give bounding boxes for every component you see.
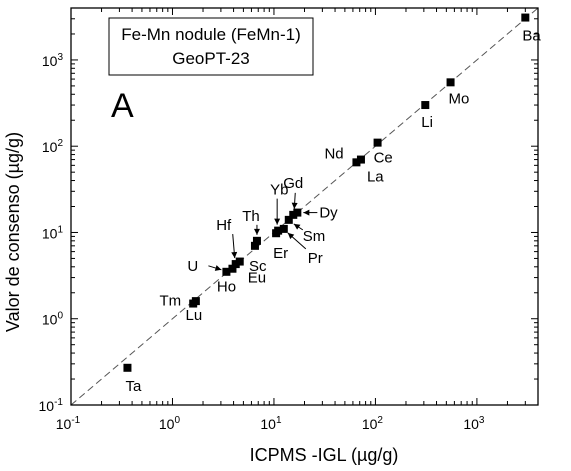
data-points [123,13,530,372]
y-tick-label: 10-1 [39,397,64,414]
label-gd: Gd [283,175,303,192]
legend-line-1: Fe-Mn nodule (FeMn-1) [121,25,301,44]
point-ce [373,138,382,147]
y-tick-label: 101 [42,224,64,241]
axis-ticks [70,7,539,406]
point-sm [284,215,293,224]
label-lu: Lu [186,307,203,324]
y-tick-label: 100 [42,311,64,328]
arrow-sm-head [293,223,301,230]
label-yb: Yb [270,182,288,199]
point-dy [293,208,302,217]
label-sm: Sm [303,228,326,245]
x-tick-label: 10-1 [56,415,81,432]
point-la [356,155,365,164]
legend-line-2: GeoPT-23 [172,49,250,68]
point-ba [521,13,530,22]
label-sc: Sc [249,258,267,275]
label-th: Th [242,208,260,225]
point-mo [446,78,455,87]
label-la: La [367,169,384,186]
label-dy: Dy [319,205,338,222]
arrow-yb-head [274,218,281,225]
arrow-pr-head [287,232,295,240]
point-hf [231,260,240,269]
x-tick-label: 102 [362,415,384,432]
arrow-th-head [253,228,260,235]
point-eu [235,257,244,266]
label-mo: Mo [449,90,470,107]
y-tick-label: 103 [42,52,64,69]
label-ba: Ba [522,28,541,45]
x-tick-label: 103 [463,415,485,432]
label-li: Li [421,114,433,131]
label-er: Er [273,245,288,262]
point-ta [123,363,132,372]
point-u [222,267,231,276]
arrow-u-head [214,265,222,271]
point-gd [289,210,298,219]
arrow-hf-head [231,251,238,259]
arrow-gd-head [291,202,298,209]
x-tick-label: 100 [159,415,181,432]
label-ce: Ce [374,150,393,167]
point-lu [191,297,200,306]
label-tm: Tm [160,293,182,310]
arrow-dy-head [303,209,310,216]
axis-tick-labels: 10-110-1 100 100 101 101 102 102 103 103 [39,52,485,432]
point-yb [274,226,283,235]
label-ta: Ta [126,378,143,395]
point-nd [352,158,361,167]
panel-letter: A [111,87,134,125]
label-pr: Pr [308,250,323,267]
point-ho [228,264,237,273]
label-ho: Ho [217,279,236,296]
one-to-one-reference-line [70,7,539,406]
x-axis-title: ICPMS -IGL (µg/g) [250,445,399,465]
legend-box [108,17,314,76]
point-pr [279,224,288,233]
label-nd: Nd [324,145,343,162]
label-u: U [187,258,198,275]
x-tick-label: 101 [260,415,282,432]
point-li [421,101,430,110]
label-eu: Eu [248,270,266,287]
point-th [252,236,261,245]
y-tick-label: 102 [42,138,64,155]
point-sc [250,241,259,250]
label-arrows [208,192,318,271]
label-hf: Hf [216,217,232,234]
y-axis-title: Valor de consenso (µg/g) [3,132,23,332]
